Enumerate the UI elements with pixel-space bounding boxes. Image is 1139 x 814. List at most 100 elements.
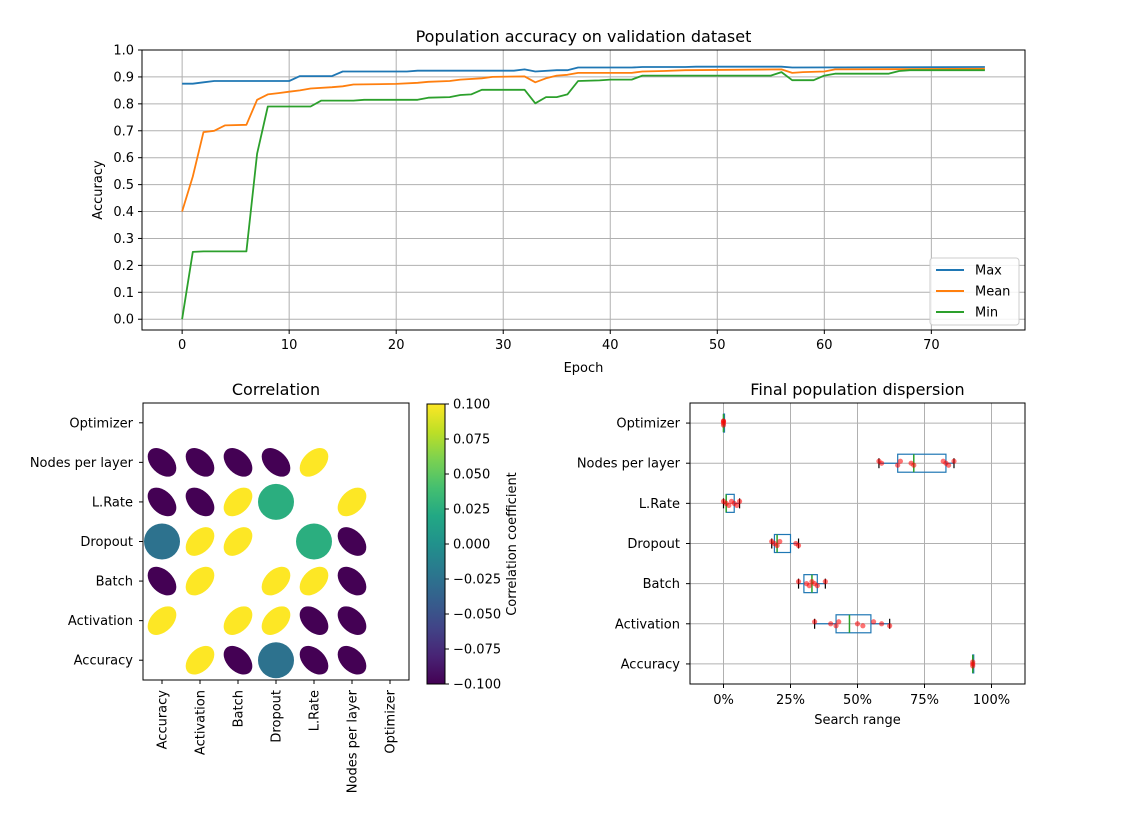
box-chart-y-tick-label: Optimizer bbox=[616, 417, 680, 432]
legend-label: Mean bbox=[975, 285, 1010, 300]
box-data-point bbox=[946, 462, 952, 468]
correlation-title: Correlation bbox=[232, 380, 320, 399]
box-data-point bbox=[777, 538, 783, 545]
correlation-cell bbox=[223, 527, 253, 556]
correlation-cell bbox=[261, 566, 291, 596]
box-activation bbox=[812, 614, 893, 634]
box-data-point bbox=[736, 498, 743, 504]
line-chart-x-tick-label: 70 bbox=[923, 338, 940, 353]
correlation-y-ticks: Optimizer Nodes per layer L.Rate Dropout Bat… bbox=[30, 416, 143, 669]
box-chart-boxes bbox=[720, 413, 976, 674]
line-chart-y-tick-label: 0.1 bbox=[113, 286, 134, 301]
correlation-x-tick-label: L.Rate bbox=[308, 690, 323, 731]
correlation-cell bbox=[223, 606, 253, 635]
box-optimizer bbox=[720, 413, 727, 433]
correlation-cell bbox=[185, 448, 215, 477]
box-data-point bbox=[795, 542, 802, 549]
correlation-cell bbox=[337, 566, 367, 596]
box-data-point bbox=[795, 579, 802, 585]
correlation-x-tick-label: Nodes per layer bbox=[346, 689, 361, 793]
correlation-cell bbox=[299, 645, 329, 675]
colorbar-tick-label: −0.075 bbox=[453, 643, 501, 658]
box-data-point bbox=[911, 462, 917, 468]
correlation-x-tick-label: Batch bbox=[232, 690, 247, 727]
line-chart-y-tick-label: 0.2 bbox=[113, 259, 134, 274]
box-data-point bbox=[812, 619, 818, 625]
correlation-cell bbox=[223, 487, 253, 517]
box-data-point bbox=[833, 623, 839, 629]
box-chart-y-tick-label: Accuracy bbox=[621, 657, 681, 672]
colorbar-ticks: 0.100 0.075 0.050 0.025 0.000 −0.025 −0.050 −0.… bbox=[445, 398, 501, 693]
line-chart: 0 10 20 30 40 50 60 70 0.0 0.1 0.2 0.3 0.4 0.5 0.6 0.7… bbox=[91, 27, 1026, 376]
line-chart-title: Population accuracy on validation datase… bbox=[416, 27, 752, 46]
correlation-cell bbox=[147, 487, 177, 517]
box-data-point bbox=[822, 579, 828, 585]
box-data-point bbox=[720, 418, 727, 424]
box-data-point bbox=[806, 583, 812, 589]
box-chart-y-tick-label: Batch bbox=[643, 577, 680, 592]
correlation-y-tick-label: Batch bbox=[96, 575, 133, 590]
correlation-cell bbox=[258, 642, 294, 679]
box-data-point bbox=[734, 502, 740, 508]
legend-label: Min bbox=[975, 306, 998, 321]
correlation-cell bbox=[144, 523, 180, 560]
box-data-point bbox=[836, 619, 842, 625]
line-chart-y-ticks: 0.0 0.1 0.2 0.3 0.4 0.5 0.6 0.7 0.8 0.9 1.0 bbox=[113, 44, 142, 328]
line-chart-x-tick-label: 50 bbox=[709, 338, 726, 353]
box-l-rate bbox=[720, 493, 743, 513]
box-data-point bbox=[720, 422, 727, 428]
correlation-cell bbox=[296, 523, 332, 560]
box-chart-x-tick-label: 75% bbox=[910, 693, 939, 708]
box-chart-grid bbox=[690, 403, 1025, 684]
line-chart-y-tick-label: 0.8 bbox=[113, 97, 134, 112]
box-nodes-per-layer bbox=[876, 453, 957, 473]
box-data-point bbox=[814, 583, 820, 589]
box-data-point bbox=[726, 502, 732, 508]
box-chart-x-tick-label: 0% bbox=[713, 693, 734, 708]
legend-box bbox=[929, 257, 1020, 326]
series-line-mean bbox=[181, 67, 985, 212]
box-chart-x-tick-label: 100% bbox=[973, 693, 1010, 708]
colorbar-tick-label: −0.025 bbox=[453, 573, 501, 588]
box-data-point bbox=[860, 623, 866, 629]
line-chart-x-tick-label: 10 bbox=[281, 338, 298, 353]
colorbar-tick-label: 0.100 bbox=[453, 398, 490, 413]
correlation-cell bbox=[185, 527, 215, 556]
line-chart-y-tick-label: 1.0 bbox=[113, 44, 134, 59]
box-dropout bbox=[769, 533, 802, 554]
correlation-cell bbox=[147, 606, 177, 635]
box-chart-title: Final population dispersion bbox=[750, 380, 964, 399]
box-chart-x-label: Search range bbox=[814, 713, 901, 728]
series-line-min bbox=[181, 69, 985, 320]
correlation-y-tick-label: Nodes per layer bbox=[30, 456, 134, 471]
correlation-chart: Optimizer Nodes per layer L.Rate Dropout Bat… bbox=[30, 380, 520, 793]
colorbar-tick-label: −0.050 bbox=[453, 608, 501, 623]
line-chart-x-label: Epoch bbox=[564, 361, 604, 376]
box-chart-x-ticks: 0% 25% 50% 75% 100% bbox=[713, 684, 1010, 708]
box-data-point bbox=[870, 619, 877, 625]
correlation-x-tick-label: Accuracy bbox=[156, 690, 171, 750]
correlation-cell bbox=[299, 566, 329, 596]
box-data-point bbox=[828, 621, 834, 627]
correlation-y-tick-label: L.Rate bbox=[92, 495, 133, 510]
line-chart-x-tick-label: 20 bbox=[388, 338, 405, 353]
correlation-y-tick-label: Optimizer bbox=[69, 416, 133, 431]
line-chart-y-tick-label: 0.3 bbox=[113, 232, 134, 247]
box-chart-x-tick-label: 25% bbox=[776, 693, 805, 708]
correlation-cell bbox=[261, 606, 291, 635]
correlation-cell bbox=[147, 448, 177, 477]
colorbar bbox=[426, 403, 446, 685]
line-chart-series bbox=[181, 65, 985, 320]
correlation-x-ticks: Accuracy Activation Batch Dropout L.Rate Node… bbox=[156, 680, 399, 793]
correlation-cell bbox=[185, 566, 215, 596]
line-chart-legend: Max Mean Min bbox=[929, 257, 1020, 326]
box-data-point bbox=[895, 462, 901, 468]
correlation-cell bbox=[147, 566, 177, 596]
box-data-point bbox=[854, 621, 861, 627]
correlation-y-tick-label: Dropout bbox=[80, 535, 133, 550]
line-chart-y-tick-label: 0.9 bbox=[113, 70, 134, 85]
box-data-point bbox=[951, 458, 957, 464]
box-chart-y-tick-label: Dropout bbox=[627, 537, 680, 552]
